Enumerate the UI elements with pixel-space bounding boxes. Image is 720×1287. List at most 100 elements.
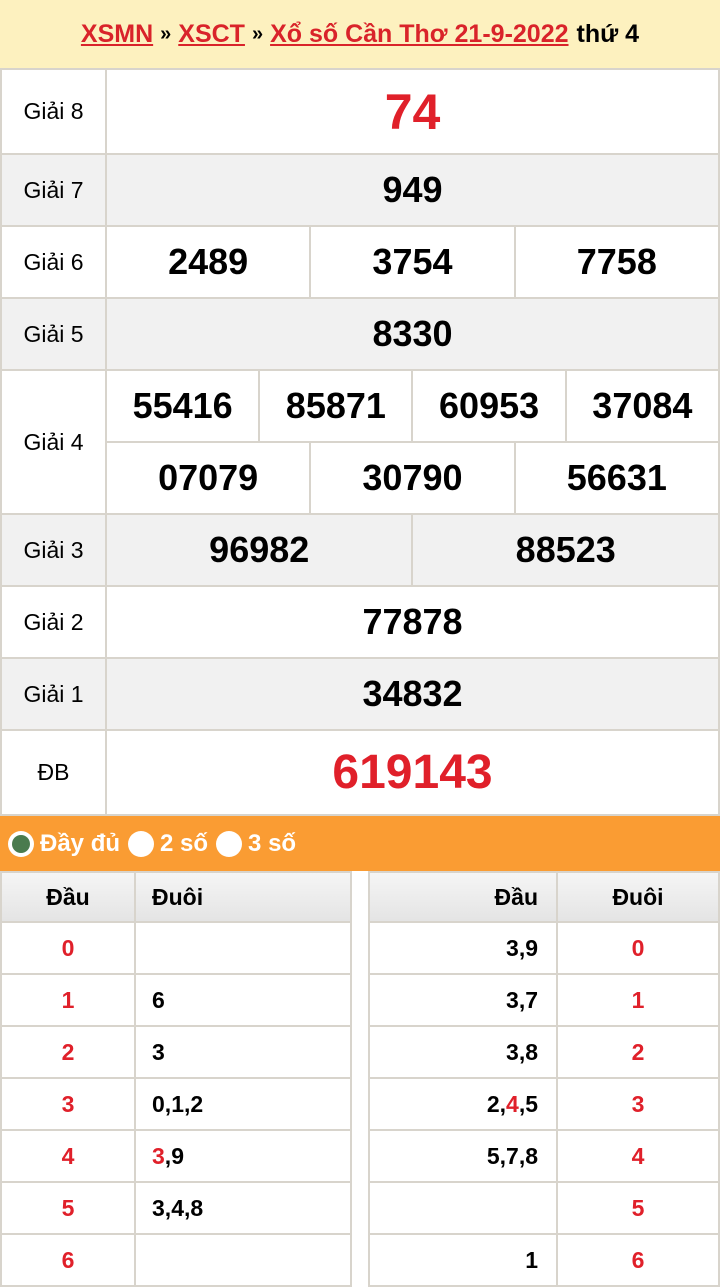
radio-icon[interactable]	[8, 830, 34, 857]
table-row: 6	[0, 1233, 352, 1287]
radio-icon[interactable]	[128, 830, 155, 857]
digit: 2	[190, 1090, 204, 1117]
table-row: 5	[368, 1181, 720, 1235]
digit: 5	[486, 1142, 500, 1169]
prize-value: 55416	[104, 369, 261, 443]
column-header: Đầu	[0, 871, 136, 923]
key-digit: 1	[556, 973, 720, 1027]
digit: 1	[525, 1246, 538, 1273]
prize-value: 2489	[104, 225, 312, 299]
digit: 3	[506, 934, 519, 961]
prize-value: 37084	[564, 369, 720, 443]
display-options: Đầy đủ 2 số 3 số	[0, 816, 720, 871]
key-digit: 3	[556, 1077, 720, 1131]
prize-value: 3754	[309, 225, 516, 299]
column-header: Đầu	[368, 871, 558, 923]
prize-value: 07079	[104, 441, 312, 515]
prize-value: 949	[105, 153, 720, 227]
table-row: 3,8 2	[368, 1025, 720, 1079]
digit-list: 3,9	[368, 921, 558, 975]
option-3-digits[interactable]: 3 số	[216, 830, 296, 858]
prize-value: 74	[105, 68, 720, 155]
key-digit: 3	[0, 1077, 136, 1131]
prize-row-7: Giải 7 949	[0, 153, 720, 227]
digit: 9	[525, 934, 538, 961]
prize-value: 96982	[104, 513, 414, 587]
key-digit: 4	[556, 1129, 720, 1183]
option-2-digits[interactable]: 2 số	[128, 830, 208, 858]
prize-value: 77878	[105, 585, 720, 659]
key-digit: 0	[556, 921, 720, 975]
prize-label: Giải 1	[0, 657, 107, 731]
prize-label: Giải 6	[0, 225, 107, 299]
option-label: 3 số	[248, 829, 297, 857]
table-row: 3,7 1	[368, 973, 720, 1027]
digit-list	[134, 921, 352, 975]
option-full[interactable]: Đầy đủ	[8, 830, 120, 858]
prize-row-8: Giải 8 74	[0, 68, 720, 155]
table-row: 4 3,9	[0, 1129, 352, 1183]
prize-value: 60953	[411, 369, 567, 443]
key-digit: 4	[0, 1129, 136, 1183]
digit: 3	[152, 1194, 165, 1221]
digit: 8	[525, 1038, 538, 1065]
digit-list	[368, 1181, 558, 1235]
prize-row-special: ĐB 619143	[0, 729, 720, 816]
xsct-link[interactable]: XSCT	[178, 19, 245, 48]
key-digit: 2	[0, 1025, 136, 1079]
prize-row-4: Giải 4 55416 85871 60953 37084	[0, 369, 720, 515]
prize-label: Giải 4	[0, 369, 107, 515]
prize-label: Giải 5	[0, 297, 107, 371]
prize-row-4b: 07079 30790 56631	[1, 441, 720, 515]
digit-list: 3,9	[134, 1129, 352, 1183]
digit: 3	[152, 1038, 165, 1065]
key-digit: 6	[556, 1233, 720, 1287]
digit-list: 5,7,8	[368, 1129, 558, 1183]
column-header: Đuôi	[556, 871, 720, 923]
digit-list: 1	[368, 1233, 558, 1287]
loto-tail-table: Đầu Đuôi 3,9 0 3,7 1 3,8 2 2,4,5 3 5,7,8 4 5 1 6	[368, 871, 720, 1287]
digit-list: 2,4,5	[368, 1077, 558, 1131]
table-row: 2,4,5 3	[368, 1077, 720, 1131]
digit-list: 3,8	[368, 1025, 558, 1079]
digit: 8	[190, 1194, 204, 1221]
breadcrumb: XSMN » XSCT » Xổ số Cần Thơ 21-9-2022 th…	[0, 0, 720, 68]
digit: 7	[525, 986, 538, 1013]
result-date-link[interactable]: Xổ số Cần Thơ 21-9-2022	[270, 19, 569, 48]
table-row: 5 3,4,8	[0, 1181, 352, 1235]
prize-value: 8330	[105, 297, 720, 371]
loto-head-table: Đầu Đuôi 0 1 6 2 3 3 0,1,2 4 3,9 5 3,4,8 6	[0, 871, 352, 1287]
digit: 1	[171, 1090, 184, 1117]
digit-list: 3	[134, 1025, 352, 1079]
digit-list: 6	[134, 973, 352, 1027]
digit: 0	[152, 1090, 165, 1117]
radio-icon[interactable]	[216, 830, 243, 857]
digit: 5	[525, 1090, 538, 1117]
prize-label: Giải 8	[0, 68, 107, 155]
prize-row-5: Giải 5 8330	[0, 297, 720, 371]
prize-label: Giải 3	[0, 513, 107, 587]
prize-value: 56631	[513, 441, 720, 515]
digit: 3	[506, 986, 519, 1013]
table-row: 3,9 0	[368, 921, 720, 975]
digit: 4	[171, 1194, 184, 1221]
prize-value: 85871	[258, 369, 414, 443]
prize-value: 619143	[105, 729, 720, 816]
xsmn-link[interactable]: XSMN	[80, 19, 154, 48]
results-table: Giải 8 74 Giải 7 949 Giải 6 2489 3754 7758 Gi…	[0, 68, 720, 816]
prize-row-2: Giải 2 77878	[0, 585, 720, 659]
key-digit: 6	[0, 1233, 136, 1287]
digit-list: 3,4,8	[134, 1181, 352, 1235]
key-digit: 1	[0, 973, 136, 1027]
weekday: thứ 4	[576, 19, 640, 48]
table-row: 3 0,1,2	[0, 1077, 352, 1131]
digit: 3	[152, 1142, 165, 1169]
key-digit: 5	[556, 1181, 720, 1235]
digit: 7	[506, 1142, 519, 1169]
prize-value: 88523	[411, 513, 720, 587]
key-digit: 0	[0, 921, 136, 975]
table-row: 0	[0, 921, 352, 975]
